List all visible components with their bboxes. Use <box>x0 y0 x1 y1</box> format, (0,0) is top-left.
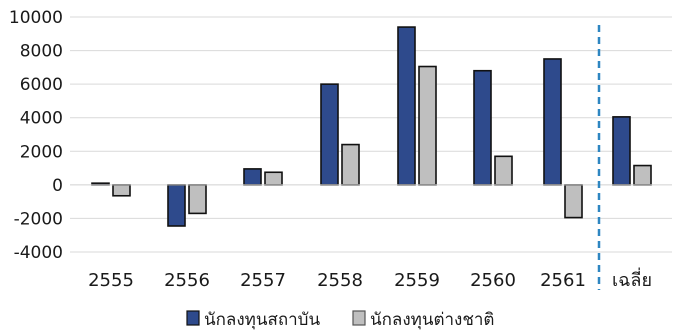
x-category-label: 2561 <box>540 270 586 291</box>
bar-institutional <box>243 168 262 186</box>
bar-institutional <box>473 69 492 186</box>
bar-foreign <box>564 184 583 219</box>
x-category-label: 2560 <box>470 270 516 291</box>
bar-foreign <box>112 184 131 197</box>
y-tick-label: 2000 <box>20 142 63 162</box>
bar-foreign <box>188 184 207 215</box>
y-axis-tick-labels: 10000 8000 6000 4000 2000 0 -2000 -4000 <box>9 8 63 263</box>
bar-foreign <box>494 155 513 186</box>
y-tick-label: 0 <box>52 176 63 196</box>
bar-foreign <box>418 65 437 186</box>
bar-foreign <box>341 143 360 186</box>
y-tick-label: 6000 <box>20 75 63 95</box>
bar-institutional <box>320 83 339 186</box>
bar-institutional <box>397 26 416 186</box>
bar-institutional <box>167 184 186 227</box>
y-tick-label: -2000 <box>14 209 63 229</box>
legend-swatch-foreign <box>352 310 366 326</box>
x-category-label: เฉลี่ย <box>612 267 652 291</box>
bar-foreign <box>633 164 652 186</box>
x-category-label: 2559 <box>394 270 440 291</box>
y-tick-label: 4000 <box>20 109 63 129</box>
bars <box>91 26 652 227</box>
y-tick-label: 10000 <box>9 8 63 28</box>
legend-label-foreign: นักลงทุนต่างชาติ <box>370 310 494 330</box>
legend: นักลงทุนสถาบัน นักลงทุนต่างชาติ <box>186 310 494 330</box>
bar-foreign <box>264 171 283 186</box>
bar-institutional <box>612 116 631 186</box>
x-category-label: 2557 <box>240 270 286 291</box>
x-category-label: 2558 <box>317 270 363 291</box>
legend-swatch-institutional <box>186 310 200 326</box>
y-tick-label: -4000 <box>14 243 63 263</box>
x-category-label: 2556 <box>164 270 210 291</box>
bar-institutional <box>543 58 562 186</box>
x-axis-category-labels: 2555 2556 2557 2558 2559 2560 2561 เฉลี่ย <box>88 267 652 291</box>
x-category-label: 2555 <box>88 270 134 291</box>
legend-label-institutional: นักลงทุนสถาบัน <box>204 310 320 330</box>
y-tick-label: 8000 <box>20 42 63 62</box>
